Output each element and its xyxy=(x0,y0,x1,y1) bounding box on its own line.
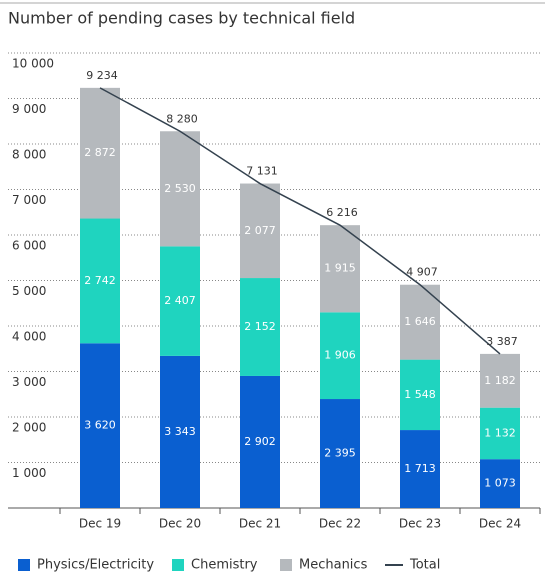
bar-segment xyxy=(480,459,520,508)
legend-swatch xyxy=(280,559,292,571)
y-tick-label: 3 000 xyxy=(12,375,46,389)
value-label: 3 343 xyxy=(164,425,196,438)
x-tick-label: Dec 24 xyxy=(479,517,521,531)
y-tick-label: 2 000 xyxy=(12,421,46,435)
value-label: 2 077 xyxy=(244,224,276,237)
value-label: 2 742 xyxy=(84,274,116,287)
value-label: 1 132 xyxy=(484,426,516,439)
y-tick-label: 8 000 xyxy=(12,148,46,162)
y-tick-label: 6 000 xyxy=(12,239,46,253)
total-label: 3 387 xyxy=(486,335,518,348)
x-tick-label: Dec 20 xyxy=(159,517,201,531)
y-tick-label: 5 000 xyxy=(12,284,46,298)
bar-segment xyxy=(480,407,520,460)
bar-segment xyxy=(160,131,200,247)
legend-swatch xyxy=(18,559,30,571)
value-label: 2 395 xyxy=(324,447,356,460)
bar-segment xyxy=(80,218,120,344)
bar-segment xyxy=(160,355,200,508)
total-line xyxy=(99,87,501,355)
bar-segment xyxy=(160,246,200,356)
y-tick-label: 10 000 xyxy=(12,57,54,71)
total-label: 7 131 xyxy=(246,165,278,178)
value-label: 2 407 xyxy=(164,294,196,307)
bar-segment xyxy=(240,375,280,508)
x-tick-label: Dec 19 xyxy=(79,517,121,531)
x-tick-label: Dec 22 xyxy=(319,517,361,531)
bar-segment xyxy=(80,87,120,219)
bar-segment xyxy=(240,183,280,279)
x-tick-label: Dec 23 xyxy=(399,517,441,531)
value-label: 2 872 xyxy=(84,146,116,159)
value-label: 1 646 xyxy=(404,315,436,328)
bar-segment xyxy=(480,353,520,408)
bar-segment xyxy=(400,430,440,508)
value-label: 3 620 xyxy=(84,419,116,432)
total-label: 9 234 xyxy=(86,69,118,82)
legend-label: Physics/Electricity xyxy=(37,558,154,573)
value-label: 2 530 xyxy=(164,182,196,195)
y-tick-label: 1 000 xyxy=(12,466,46,480)
value-label: 1 548 xyxy=(404,388,436,401)
bar-segment xyxy=(320,225,360,313)
legend-label: Mechanics xyxy=(299,558,368,573)
bar-segment xyxy=(320,312,360,400)
legend-swatch xyxy=(172,559,184,571)
bar-segment xyxy=(240,278,280,376)
legend-label: Total xyxy=(409,558,440,573)
value-label: 1 906 xyxy=(324,349,356,362)
legend-label: Chemistry xyxy=(191,558,258,573)
value-label: 1 182 xyxy=(484,374,516,387)
value-label: 2 902 xyxy=(244,435,276,448)
y-tick-label: 9 000 xyxy=(12,102,46,116)
value-label: 1 915 xyxy=(324,262,356,275)
bar-segment xyxy=(80,343,120,508)
bar-segment xyxy=(320,399,360,508)
value-label: 1 073 xyxy=(484,477,516,490)
value-label: 2 152 xyxy=(244,320,276,333)
total-label: 4 907 xyxy=(406,266,438,279)
x-tick-label: Dec 21 xyxy=(239,517,281,531)
total-label: 8 280 xyxy=(166,112,198,125)
bar-segment xyxy=(400,359,440,431)
y-tick-label: 4 000 xyxy=(12,330,46,344)
chart-title: Number of pending cases by technical fie… xyxy=(8,9,355,28)
value-label: 1 713 xyxy=(404,462,436,475)
total-label: 6 216 xyxy=(326,206,358,219)
y-tick-label: 7 000 xyxy=(12,193,46,207)
